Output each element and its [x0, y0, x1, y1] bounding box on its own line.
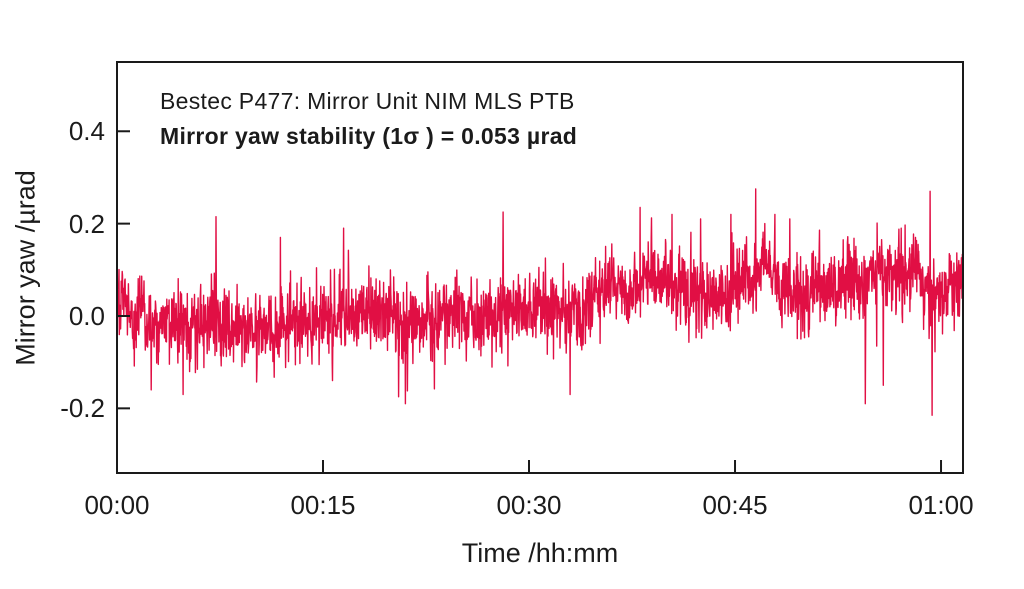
plot-border: [116, 61, 964, 474]
x-tick-label: 01:00: [908, 490, 974, 520]
axis-ticks: [116, 130, 943, 473]
annotation-line-2: Mirror yaw stability (1σ ) = 0.053 µrad: [160, 123, 578, 149]
y-axis-label: Mirror yaw /µrad: [10, 170, 41, 366]
x-tick-label: 00:00: [84, 490, 150, 520]
y-tick-label: -0.2: [60, 393, 105, 424]
x-axis-label: Time /hh:mm: [461, 538, 619, 568]
x-tick-label: 00:30: [496, 490, 562, 520]
x-tick-label: 00:45: [702, 490, 768, 520]
yaw-series-line: [116, 188, 964, 416]
y-tick-label: 0.0: [68, 300, 105, 331]
annotation-line-1: Bestec P477: Mirror Unit NIM MLS PTB: [160, 88, 575, 114]
y-tick-label: 0.2: [68, 208, 105, 239]
chart-annotation: Bestec P477: Mirror Unit NIM MLS PTB Mir…: [160, 84, 577, 154]
y-tick-label: 0.4: [68, 116, 105, 147]
x-tick-label: 00:15: [290, 490, 356, 520]
